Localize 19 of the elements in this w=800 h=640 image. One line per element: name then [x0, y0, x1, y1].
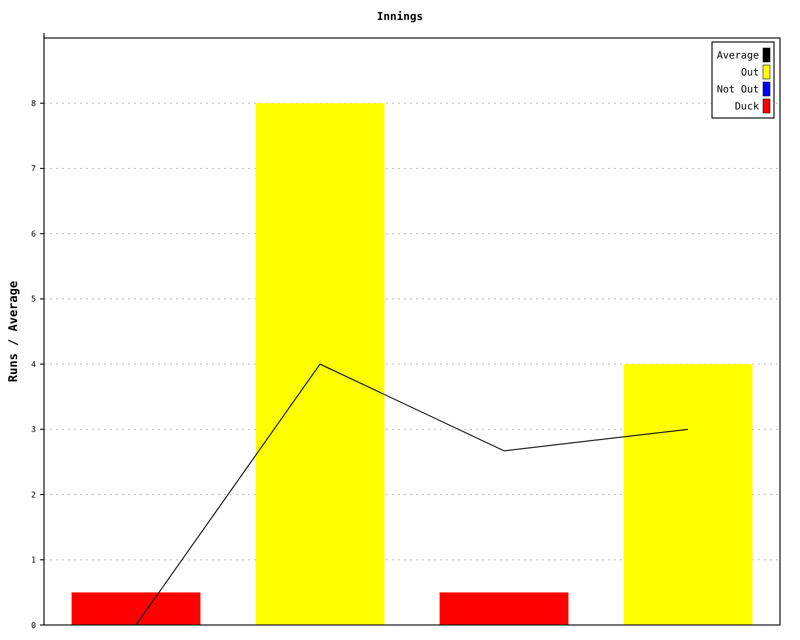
y-tick-label: 4	[31, 360, 36, 369]
y-tick-label: 2	[31, 490, 36, 500]
chart-title: Innings	[376, 10, 424, 23]
bar	[624, 364, 752, 625]
legend-label: Out	[740, 68, 759, 78]
legend-label: Duck	[734, 102, 759, 112]
y-tick-label: 3	[31, 425, 36, 434]
y-tick-label: 0	[31, 620, 36, 630]
y-axis-title: Runs / Average	[6, 280, 20, 382]
legend-label: Not Out	[716, 84, 759, 96]
y-tick-label: 1	[31, 556, 36, 565]
bar	[256, 103, 384, 625]
y-tick-label: 7	[31, 164, 36, 174]
y-tick-label: 8	[31, 99, 36, 108]
legend-label: Average	[716, 50, 759, 62]
bar	[72, 592, 200, 625]
bar	[440, 592, 568, 625]
y-tick-label: 6	[31, 229, 36, 238]
y-tick-label: 5	[31, 294, 36, 304]
